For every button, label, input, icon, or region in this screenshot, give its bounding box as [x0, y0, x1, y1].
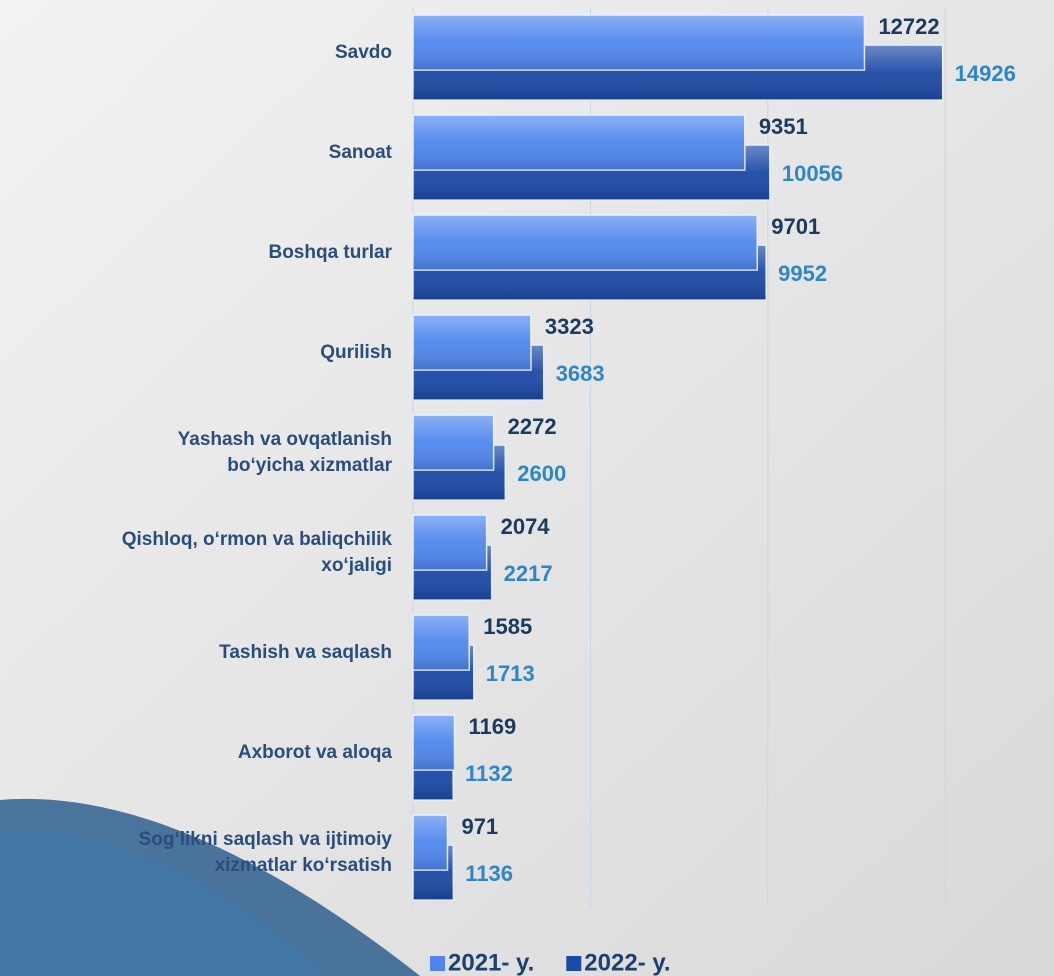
bar	[413, 615, 469, 670]
legend-swatch	[566, 956, 581, 971]
bar	[413, 15, 864, 70]
bar	[413, 715, 454, 770]
category-label: Tashish va saqlash	[219, 642, 392, 663]
category-label: Axborot va aloqa	[238, 742, 393, 763]
value-label: 9351	[759, 114, 808, 139]
value-label: 10056	[782, 161, 843, 186]
value-label: 3683	[556, 361, 605, 386]
value-label: 14926	[955, 61, 1016, 86]
bar	[413, 115, 745, 170]
value-label: 2600	[517, 461, 566, 486]
value-label: 2272	[508, 414, 557, 439]
value-label: 1585	[483, 614, 532, 639]
value-label: 1136	[465, 861, 513, 886]
value-label: 12722	[878, 14, 939, 39]
value-label: 1169	[468, 714, 516, 739]
bar	[413, 515, 487, 570]
value-label: 1132	[465, 761, 513, 786]
value-label: 1713	[486, 661, 535, 686]
value-label: 3323	[545, 314, 594, 339]
value-label: 9701	[771, 214, 820, 239]
value-label: 2217	[504, 561, 553, 586]
value-label: 2074	[501, 514, 551, 539]
value-label: 9952	[778, 261, 827, 286]
category-label: Qurilish	[320, 342, 392, 363]
value-label: 971	[461, 814, 498, 839]
bar	[413, 215, 757, 270]
category-label: Sanoat	[329, 142, 393, 163]
category-label: Boshqa turlar	[268, 242, 392, 263]
bar	[413, 415, 494, 470]
legend-label: 2021- y.	[448, 949, 534, 976]
chart: Savdo 12722 14926 Sanoat 9351 10056 Boshqa tur…	[0, 0, 1054, 976]
legend-label: 2022- y.	[584, 949, 670, 976]
category-label: Savdo	[335, 42, 392, 63]
legend-swatch	[430, 956, 445, 971]
bar	[413, 315, 531, 370]
bar	[413, 815, 447, 870]
